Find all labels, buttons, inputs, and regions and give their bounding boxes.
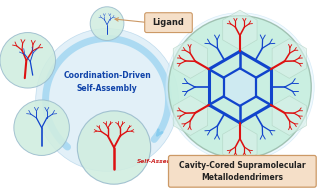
Polygon shape: [272, 96, 307, 136]
Circle shape: [36, 29, 178, 171]
Polygon shape: [272, 39, 307, 78]
Circle shape: [168, 16, 311, 158]
Polygon shape: [223, 68, 256, 106]
Polygon shape: [223, 10, 257, 50]
Polygon shape: [223, 124, 257, 164]
Polygon shape: [173, 39, 208, 78]
Circle shape: [14, 100, 69, 156]
Text: Coordination-Driven
Self-Assembly: Coordination-Driven Self-Assembly: [63, 71, 151, 93]
Circle shape: [77, 111, 151, 184]
Circle shape: [90, 7, 124, 40]
Text: Self-Assembly: Self-Assembly: [137, 159, 184, 164]
Text: Ligand: Ligand: [153, 18, 185, 27]
Polygon shape: [173, 96, 208, 136]
Circle shape: [166, 13, 314, 161]
Text: Cavity-Cored Supramolecular
Metallodendrimers: Cavity-Cored Supramolecular Metallodendr…: [179, 161, 306, 182]
FancyBboxPatch shape: [168, 156, 316, 187]
Circle shape: [0, 33, 55, 88]
FancyBboxPatch shape: [145, 13, 192, 33]
